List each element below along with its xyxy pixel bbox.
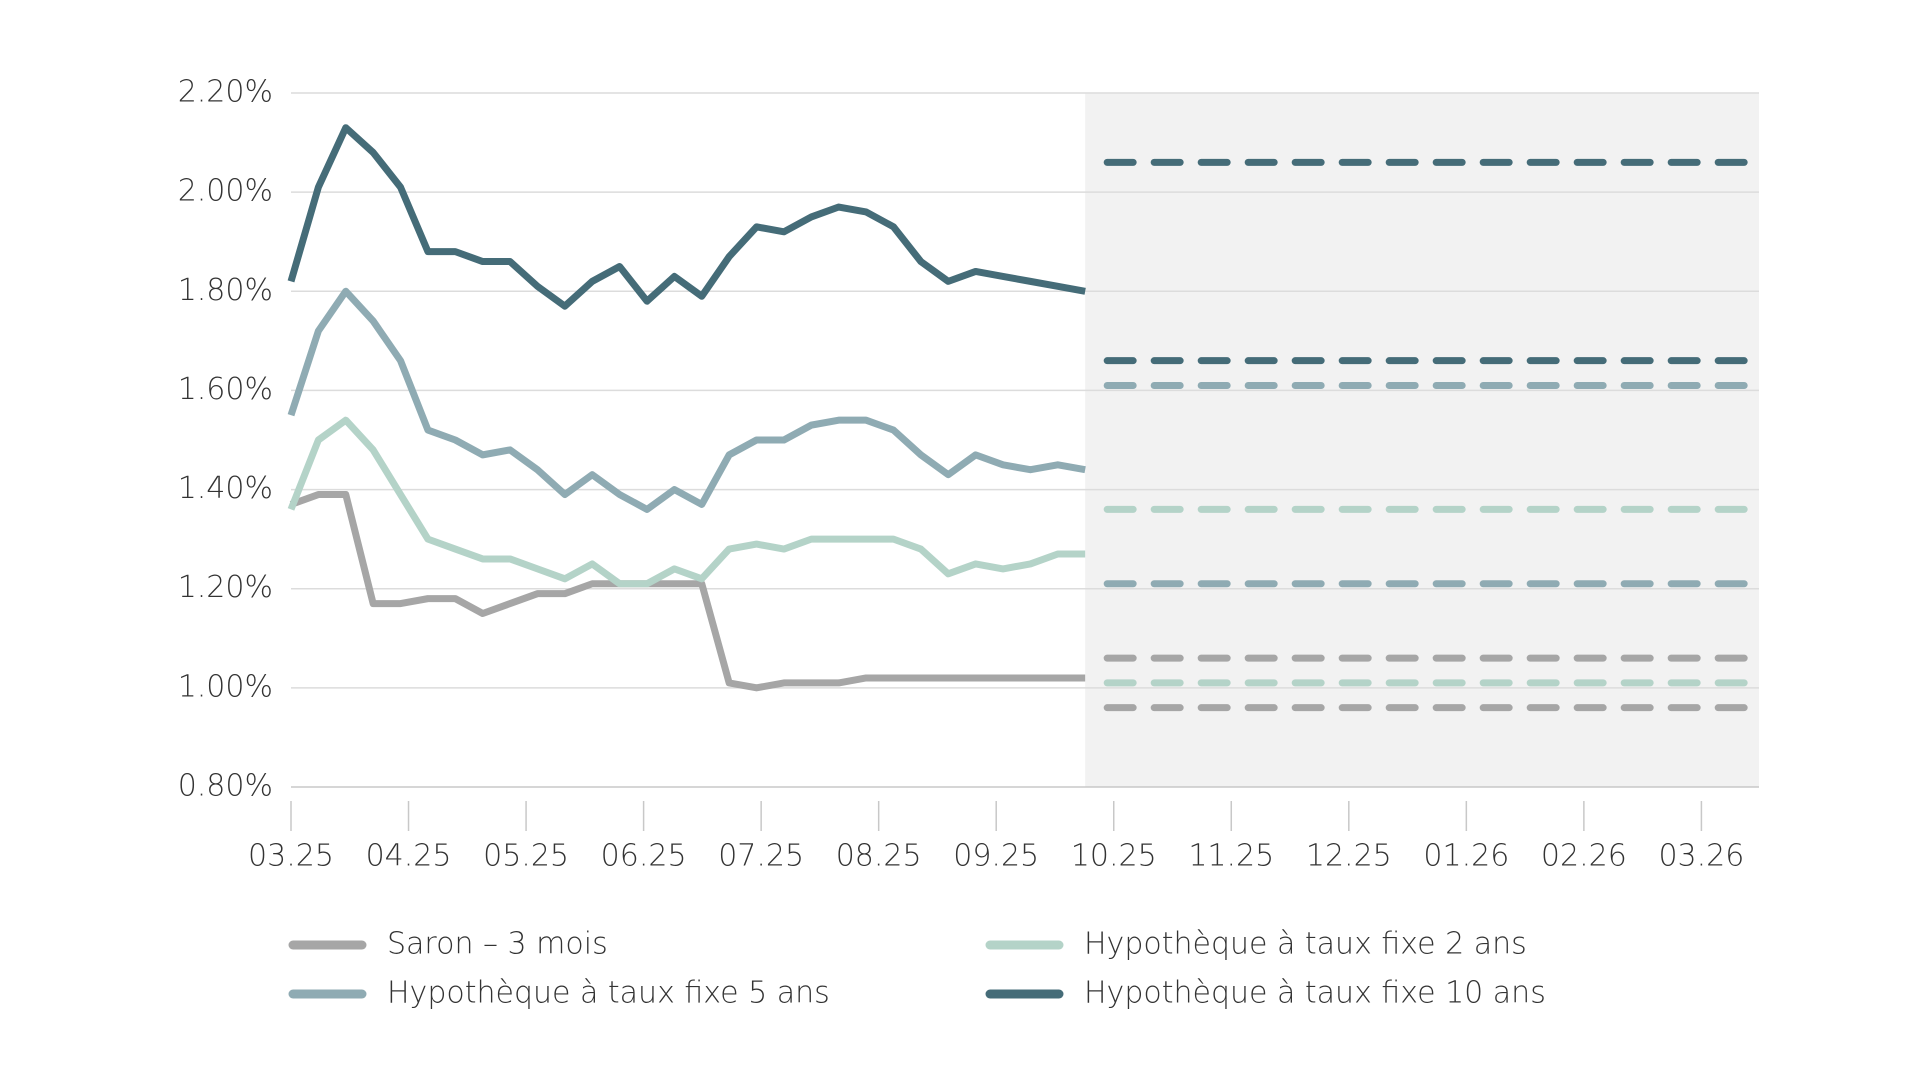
x-tick-label: 03.26 [1658,839,1744,874]
series-line [289,491,1086,692]
x-tick-label: 11.25 [1188,839,1274,874]
x-tick-label: 08.25 [836,839,922,874]
forecast-area [1085,93,1759,787]
x-tick-label: 10.25 [1071,839,1157,874]
y-tick-label: 1.20% [178,570,273,605]
x-tick-label: 04.25 [366,839,452,874]
series-line [287,416,1086,588]
y-tick-label: 1.80% [178,273,273,308]
y-tick-label: 0.80% [178,769,273,804]
y-tick-label: 1.00% [178,669,273,704]
x-tick-label: 07.25 [718,839,804,874]
y-tick-label: 1.60% [178,372,273,407]
x-tick-label: 01.26 [1423,839,1509,874]
x-tick-label: 12.25 [1306,839,1392,874]
x-tick-label: 06.25 [601,839,687,874]
series-line [287,287,1086,513]
x-tick-label: 02.26 [1541,839,1627,874]
x-tick-label: 03.25 [248,839,334,874]
legend-label: Hypothèque à taux fixe 2 ans [1084,927,1527,962]
y-tick-label: 1.40% [178,471,273,506]
legend-label: Saron – 3 mois [387,927,608,962]
y-tick-label: 2.20% [178,75,273,110]
x-tick-label: 05.25 [483,839,569,874]
series-line [287,124,1086,310]
x-tick-label: 09.25 [953,839,1039,874]
legend-label: Hypothèque à taux fixe 10 ans [1084,976,1546,1011]
legend-label: Hypothèque à taux fixe 5 ans [387,976,830,1011]
y-tick-label: 2.00% [178,174,273,209]
